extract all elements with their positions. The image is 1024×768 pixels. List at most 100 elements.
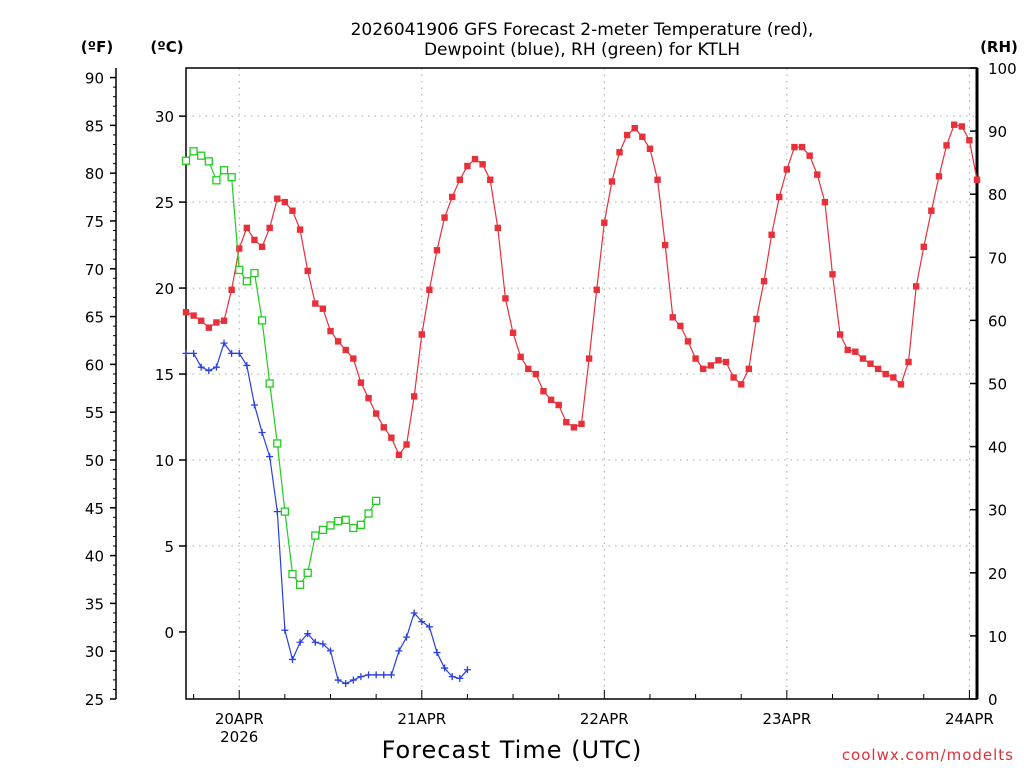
rh-tick-label: 40: [988, 439, 1007, 457]
gridlines: [186, 68, 977, 699]
x-tick-label: 24APR: [945, 710, 994, 728]
temperature-point: [707, 362, 714, 369]
rh-tick-label: 20: [988, 565, 1007, 583]
temperature-point: [631, 124, 638, 132]
temperature-point: [380, 424, 387, 431]
temperature-point: [669, 314, 676, 321]
rh-point: [288, 569, 297, 579]
rh-point: [356, 520, 366, 529]
temperature-point: [464, 162, 471, 170]
temperature-point: [281, 198, 289, 206]
rh-point: [295, 580, 305, 589]
temperature-point: [213, 319, 220, 326]
fahrenheit-tick-label: 70: [85, 261, 104, 279]
temperature-point: [943, 142, 950, 149]
temperature-point: [296, 226, 304, 233]
dewpoint-point: [357, 673, 365, 681]
fahrenheit-tick-label: 40: [85, 548, 104, 566]
temperature-point: [395, 451, 403, 459]
temperature-point: [593, 286, 600, 293]
chart-title-line-1: 2026041906 GFS Forecast 2-meter Temperat…: [351, 20, 814, 40]
temperature-point: [852, 348, 859, 355]
temperature-point: [289, 207, 296, 214]
temperature-point: [867, 360, 874, 367]
rh-point: [250, 268, 259, 278]
fahrenheit-tick-label: 65: [85, 309, 104, 327]
fahrenheit-tick-label: 45: [85, 500, 104, 518]
rh-point: [257, 316, 267, 325]
temperature-point: [684, 338, 692, 345]
temperature-point: [426, 286, 433, 293]
rh-point: [326, 521, 335, 530]
temperature-point: [616, 149, 623, 156]
temperature-point: [897, 381, 905, 388]
temperature-point: [479, 161, 486, 168]
temperature-point: [776, 193, 783, 201]
dewpoint-point: [448, 673, 456, 681]
fahrenheit-tick-label: 25: [85, 691, 104, 709]
temperature-point: [312, 300, 319, 307]
temperature-point: [357, 379, 365, 386]
temperature-point: [791, 143, 798, 151]
rh-point: [189, 147, 198, 156]
dewpoint-point: [235, 349, 243, 357]
x-tick-label: 21APR: [397, 710, 446, 728]
temperature-point: [722, 358, 730, 366]
plot-border: [185, 67, 978, 700]
celsius-tick-label: 5: [164, 538, 174, 556]
temperature-point: [494, 224, 502, 232]
temperature-point: [760, 277, 768, 285]
temperature-point: [525, 365, 532, 373]
temperature-point: [608, 178, 616, 185]
rh-point: [265, 379, 274, 388]
rh-point: [212, 176, 221, 185]
temperature-point: [251, 236, 258, 244]
x-tick-label: 23APR: [762, 710, 811, 728]
fahrenheit-tick-label: 80: [85, 165, 104, 183]
dewpoint-point: [190, 349, 198, 357]
celsius-tick-label: 0: [164, 624, 174, 642]
rh-point: [273, 439, 282, 448]
dewpoint-point: [456, 674, 464, 682]
temperature-point: [410, 393, 418, 400]
temperature-point: [388, 434, 395, 441]
temperature-point: [753, 315, 760, 323]
celsius-tick-label: 20: [155, 280, 174, 298]
temperature-point: [639, 133, 646, 140]
dewpoint-point: [250, 401, 258, 409]
temperature-point: [905, 358, 912, 366]
dewpoint-point: [410, 609, 418, 617]
celsius-unit-label: (ºC): [150, 38, 183, 56]
temperature-point: [874, 365, 882, 373]
rh-point: [371, 496, 381, 506]
rh-point: [204, 157, 213, 166]
rh-point: [242, 277, 251, 286]
celsius-tick-label: 30: [155, 108, 174, 126]
temperature-point: [334, 338, 342, 345]
fahrenheit-tick-label: 55: [85, 404, 104, 422]
dewpoint-point: [273, 508, 281, 516]
fahrenheit-tick-label: 30: [85, 643, 104, 661]
temperature-point: [205, 324, 213, 331]
dewpoint-point: [197, 363, 205, 371]
series-layer: [181, 121, 981, 688]
temperature-point: [274, 195, 281, 202]
temperature-point: [319, 305, 327, 312]
credit-link[interactable]: coolwx.com/modelts: [842, 746, 1014, 764]
dewpoint-point: [266, 453, 274, 461]
temperature-point: [471, 155, 479, 163]
dewpoint-point: [182, 349, 190, 357]
dewpoint-point: [349, 676, 357, 684]
dewpoint-point: [205, 367, 213, 375]
temperature-point: [745, 365, 753, 373]
rh-point: [197, 151, 206, 160]
dewpoint-point: [311, 638, 319, 646]
temperature-point: [798, 143, 806, 151]
dewpoint-point: [243, 361, 251, 369]
temperature-point: [190, 312, 197, 319]
temperature-point: [623, 131, 631, 139]
temperature-point: [540, 388, 547, 395]
dewpoint-point: [220, 339, 228, 347]
rh-tick-label: 100: [988, 60, 1017, 78]
dewpoint-point: [228, 349, 236, 357]
